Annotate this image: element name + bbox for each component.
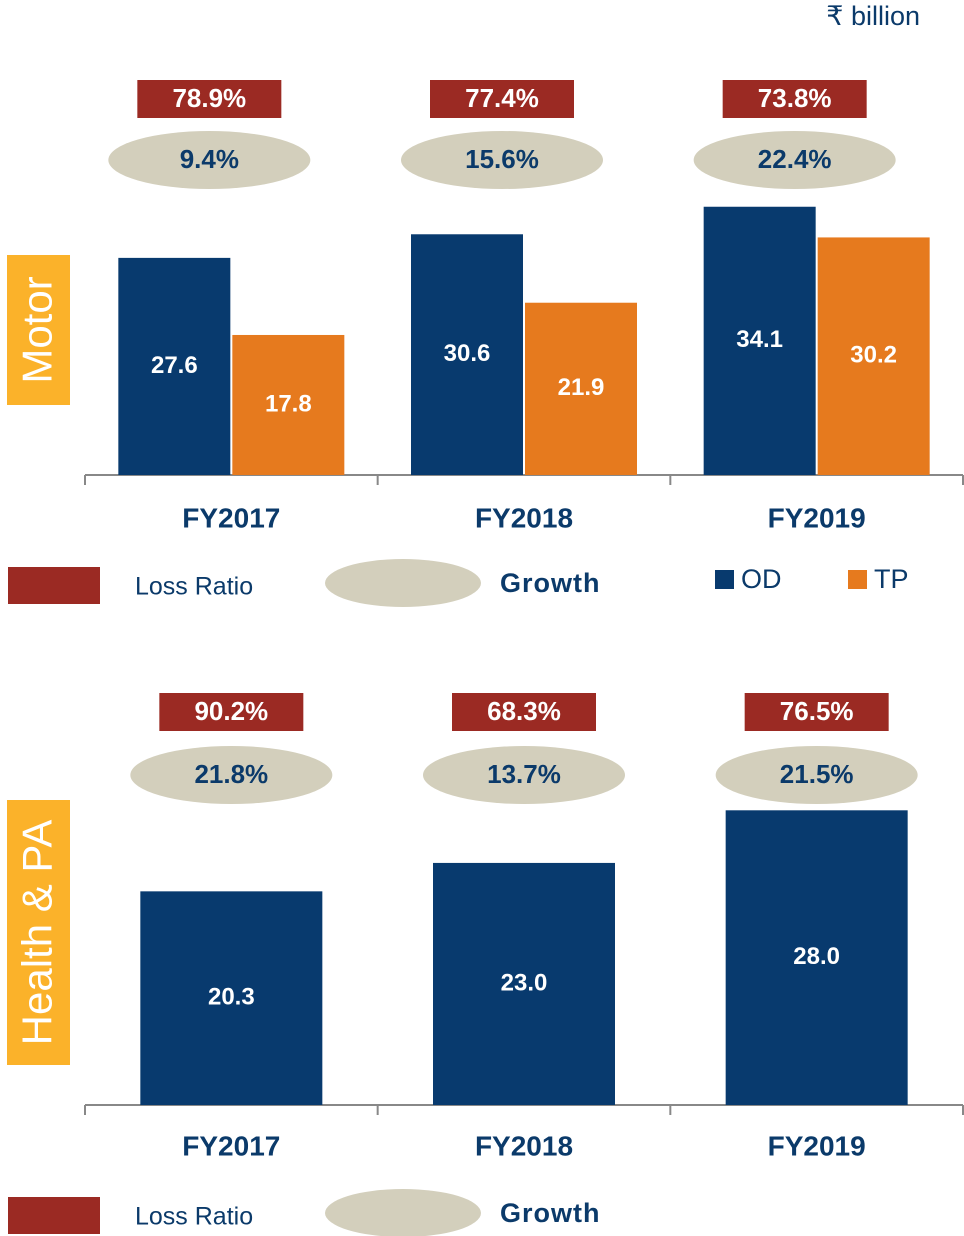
section-label-bg xyxy=(7,800,70,1065)
bar-value-label: 34.1 xyxy=(736,326,783,353)
section-label: Motor xyxy=(14,276,61,383)
bar-value-label: 28.0 xyxy=(793,943,840,970)
legend-swatch xyxy=(8,1197,100,1234)
loss-ratio-label: 76.5% xyxy=(780,696,854,726)
bar xyxy=(232,334,345,475)
legend-swatch xyxy=(848,570,867,589)
growth-label: 21.8% xyxy=(194,759,268,789)
x-tick-label: FY2017 xyxy=(182,1130,280,1161)
bar xyxy=(703,206,816,475)
loss-ratio-box xyxy=(159,693,304,731)
legend-label: Loss Ratio xyxy=(135,1203,253,1231)
bar-value-label: 17.8 xyxy=(265,390,312,417)
growth-ellipse xyxy=(423,746,625,804)
loss-ratio-label: 78.9% xyxy=(172,83,246,113)
bar xyxy=(525,302,637,475)
loss-ratio-label: 73.8% xyxy=(758,83,832,113)
x-tick-label: FY2019 xyxy=(768,1130,866,1161)
legend-label: Loss Ratio xyxy=(135,573,253,601)
section-label: Health & PA xyxy=(14,820,61,1046)
growth-ellipse xyxy=(401,131,603,189)
growth-label: 22.4% xyxy=(758,144,832,174)
growth-ellipse xyxy=(715,746,918,804)
legend-label: Growth xyxy=(500,1198,601,1228)
growth-label: 15.6% xyxy=(465,144,539,174)
legend-swatch xyxy=(325,1189,481,1236)
x-tick-label: FY2017 xyxy=(182,502,280,533)
legend-swatch xyxy=(715,570,734,589)
bar xyxy=(411,234,523,475)
section-label-bg xyxy=(7,255,70,405)
bar-value-label: 20.3 xyxy=(208,984,255,1011)
loss-ratio-box xyxy=(722,80,867,118)
growth-ellipse xyxy=(130,746,333,804)
bar-value-label: 30.6 xyxy=(444,340,491,367)
legend-label: Growth xyxy=(500,568,601,598)
loss-ratio-box xyxy=(744,693,889,731)
growth-label: 9.4% xyxy=(180,144,239,174)
growth-label: 13.7% xyxy=(487,759,561,789)
growth-label: 21.5% xyxy=(780,759,854,789)
legend-swatch xyxy=(8,567,100,604)
bar xyxy=(817,237,930,475)
loss-ratio-label: 77.4% xyxy=(465,83,539,113)
bar xyxy=(140,891,323,1105)
bar xyxy=(433,862,615,1105)
loss-ratio-box xyxy=(430,80,574,118)
x-tick-label: FY2018 xyxy=(475,1130,573,1161)
growth-ellipse xyxy=(693,131,896,189)
loss-ratio-box xyxy=(137,80,282,118)
loss-ratio-box xyxy=(452,693,596,731)
x-tick-label: FY2018 xyxy=(475,502,573,533)
legend-label: OD xyxy=(741,564,782,594)
legend-label: TP xyxy=(874,564,909,594)
legend-swatch xyxy=(325,559,481,607)
bar xyxy=(118,257,231,475)
loss-ratio-label: 90.2% xyxy=(194,696,268,726)
bar-value-label: 23.0 xyxy=(501,969,548,996)
unit-label: ₹ billion xyxy=(826,1,920,31)
bar xyxy=(725,810,908,1105)
loss-ratio-label: 68.3% xyxy=(487,696,561,726)
bar-value-label: 27.6 xyxy=(151,352,198,379)
bar-value-label: 21.9 xyxy=(558,374,605,401)
bar-value-label: 30.2 xyxy=(850,342,897,369)
x-tick-label: FY2019 xyxy=(768,502,866,533)
growth-ellipse xyxy=(108,131,311,189)
